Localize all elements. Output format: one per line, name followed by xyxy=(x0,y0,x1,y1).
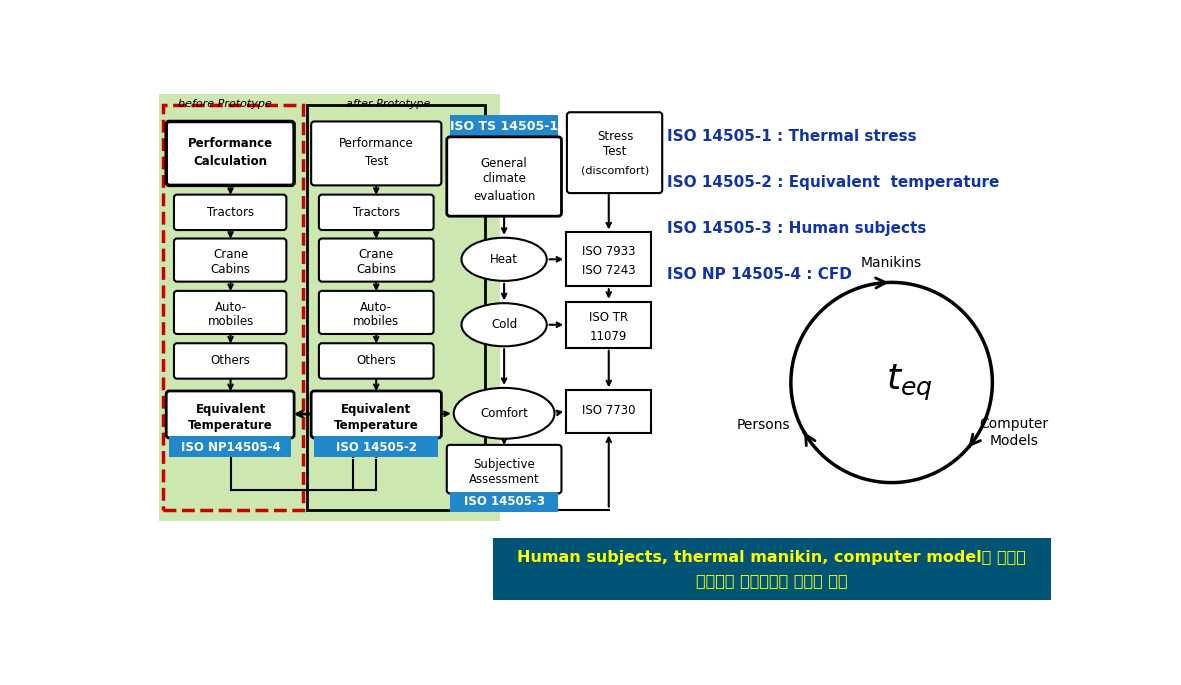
Text: ISO 14505-3 : Human subjects: ISO 14505-3 : Human subjects xyxy=(667,221,926,236)
Text: Tractors: Tractors xyxy=(353,206,400,219)
Text: mobiles: mobiles xyxy=(353,315,399,328)
Text: Cabins: Cabins xyxy=(357,263,397,276)
Bar xyxy=(159,94,501,521)
Text: ISO 14505-2: ISO 14505-2 xyxy=(335,440,417,453)
Text: 11079: 11079 xyxy=(590,329,627,342)
Text: ISO NP14505-4: ISO NP14505-4 xyxy=(181,440,280,453)
Text: Temperature: Temperature xyxy=(334,419,418,432)
Ellipse shape xyxy=(462,238,547,281)
Bar xyxy=(566,301,652,348)
Text: ISO 14505-2 : Equivalent  temperature: ISO 14505-2 : Equivalent temperature xyxy=(667,175,999,190)
Text: Others: Others xyxy=(210,354,250,367)
Text: ISO 7243: ISO 7243 xyxy=(582,264,635,277)
Text: ISO 7730: ISO 7730 xyxy=(582,404,635,417)
Bar xyxy=(492,538,1051,599)
FancyBboxPatch shape xyxy=(174,291,286,334)
Bar xyxy=(566,390,652,432)
Text: (discomfort): (discomfort) xyxy=(581,166,650,176)
Ellipse shape xyxy=(454,388,555,438)
Text: $t_{eq}$: $t_{eq}$ xyxy=(887,362,933,403)
FancyBboxPatch shape xyxy=(167,121,294,186)
FancyBboxPatch shape xyxy=(174,195,286,230)
FancyBboxPatch shape xyxy=(319,343,433,379)
Bar xyxy=(314,436,438,457)
Text: Crane: Crane xyxy=(359,248,394,261)
Bar xyxy=(566,232,652,286)
Text: Human subjects, thermal manikin, computer model을 이용한
국제표준 연구개발의 필요성 대두: Human subjects, thermal manikin, compute… xyxy=(517,549,1026,588)
FancyBboxPatch shape xyxy=(319,195,433,230)
Text: Others: Others xyxy=(357,354,396,367)
FancyBboxPatch shape xyxy=(311,121,442,186)
Text: Persons: Persons xyxy=(737,418,790,432)
Text: ISO NP 14505-4 : CFD: ISO NP 14505-4 : CFD xyxy=(667,267,852,282)
Text: ISO 14505-3: ISO 14505-3 xyxy=(464,495,544,508)
Text: evaluation: evaluation xyxy=(472,190,535,203)
Text: Test: Test xyxy=(365,155,387,168)
FancyBboxPatch shape xyxy=(174,343,286,379)
Text: Cabins: Cabins xyxy=(210,263,250,276)
Text: ISO TS 14505-1: ISO TS 14505-1 xyxy=(450,120,559,133)
Text: Computer
Models: Computer Models xyxy=(979,417,1049,448)
Text: Calculation: Calculation xyxy=(194,155,268,168)
Text: Temperature: Temperature xyxy=(188,419,273,432)
Text: Auto-: Auto- xyxy=(215,301,247,314)
Text: Crane: Crane xyxy=(213,248,248,261)
FancyBboxPatch shape xyxy=(174,238,286,282)
Text: Stress: Stress xyxy=(596,129,633,142)
Text: Test: Test xyxy=(603,145,627,158)
Text: Manikins: Manikins xyxy=(861,256,922,270)
Ellipse shape xyxy=(462,303,547,347)
FancyBboxPatch shape xyxy=(167,391,294,438)
Bar xyxy=(450,115,559,136)
FancyBboxPatch shape xyxy=(319,291,433,334)
Bar xyxy=(163,105,302,510)
FancyBboxPatch shape xyxy=(319,238,433,282)
Text: Cold: Cold xyxy=(491,319,517,332)
Text: mobiles: mobiles xyxy=(208,315,254,328)
Bar xyxy=(307,105,484,510)
Text: Equivalent: Equivalent xyxy=(341,403,411,416)
Text: Auto-: Auto- xyxy=(360,301,392,314)
Text: Comfort: Comfort xyxy=(481,407,528,420)
Text: before Prototype: before Prototype xyxy=(178,99,272,109)
Text: Heat: Heat xyxy=(490,253,518,266)
Text: after Prototype: after Prototype xyxy=(346,99,430,109)
Text: Equivalent: Equivalent xyxy=(195,403,266,416)
Text: ISO 14505-1 : Thermal stress: ISO 14505-1 : Thermal stress xyxy=(667,129,916,144)
FancyBboxPatch shape xyxy=(567,112,663,193)
Text: ISO 7933: ISO 7933 xyxy=(582,245,635,258)
FancyBboxPatch shape xyxy=(446,137,561,216)
Text: ISO TR: ISO TR xyxy=(589,310,628,323)
Text: Performance: Performance xyxy=(339,137,413,150)
Text: Tractors: Tractors xyxy=(207,206,254,219)
Bar xyxy=(450,492,559,512)
Text: Assessment: Assessment xyxy=(469,473,540,486)
Text: Subjective: Subjective xyxy=(474,458,535,471)
Text: climate: climate xyxy=(482,172,526,185)
Text: General: General xyxy=(481,157,528,170)
FancyBboxPatch shape xyxy=(311,391,442,438)
Text: Performance: Performance xyxy=(188,137,273,150)
FancyBboxPatch shape xyxy=(446,445,561,493)
Bar xyxy=(169,436,291,457)
